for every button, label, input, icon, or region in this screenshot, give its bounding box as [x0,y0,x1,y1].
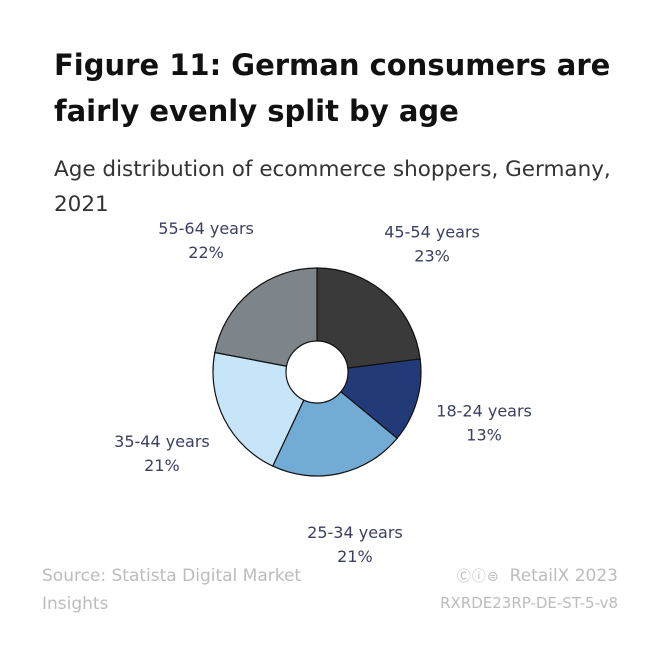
slice-label: 55-64 years [158,219,254,238]
slice-label: 35-44 years [114,432,210,451]
slice-value-label: 21% [144,456,180,475]
slice-label: 25-34 years [307,523,403,542]
donut-hole [285,340,349,404]
creative-commons-icon: Ⓒⓘ⊜ [456,569,500,585]
slice-55-64-years [214,267,318,373]
source-note: Source: Statista Digital Market Insights [42,566,302,614]
figure-code: RXRDE23RP-DE-ST-5-v8 [440,594,618,612]
slice-45-54-years [316,267,421,373]
slice-value-label: 21% [337,547,373,566]
slice-value-label: 23% [414,246,450,265]
brand-label: RetailX 2023 [509,566,618,586]
page-title: Figure 11: German consumers are fairly e… [54,48,611,128]
slice-value-label: 13% [466,426,502,445]
subtitle: Age distribution of ecommerce shoppers, … [54,157,611,217]
slice-label: 45-54 years [384,222,480,241]
slice-label: 18-24 years [436,402,532,421]
credit: Ⓒⓘ⊜ RetailX 2023 RXRDE23RP-DE-ST-5-v8 [440,562,618,615]
slice-25-34-years [271,371,398,477]
slice-value-label: 22% [188,243,224,262]
